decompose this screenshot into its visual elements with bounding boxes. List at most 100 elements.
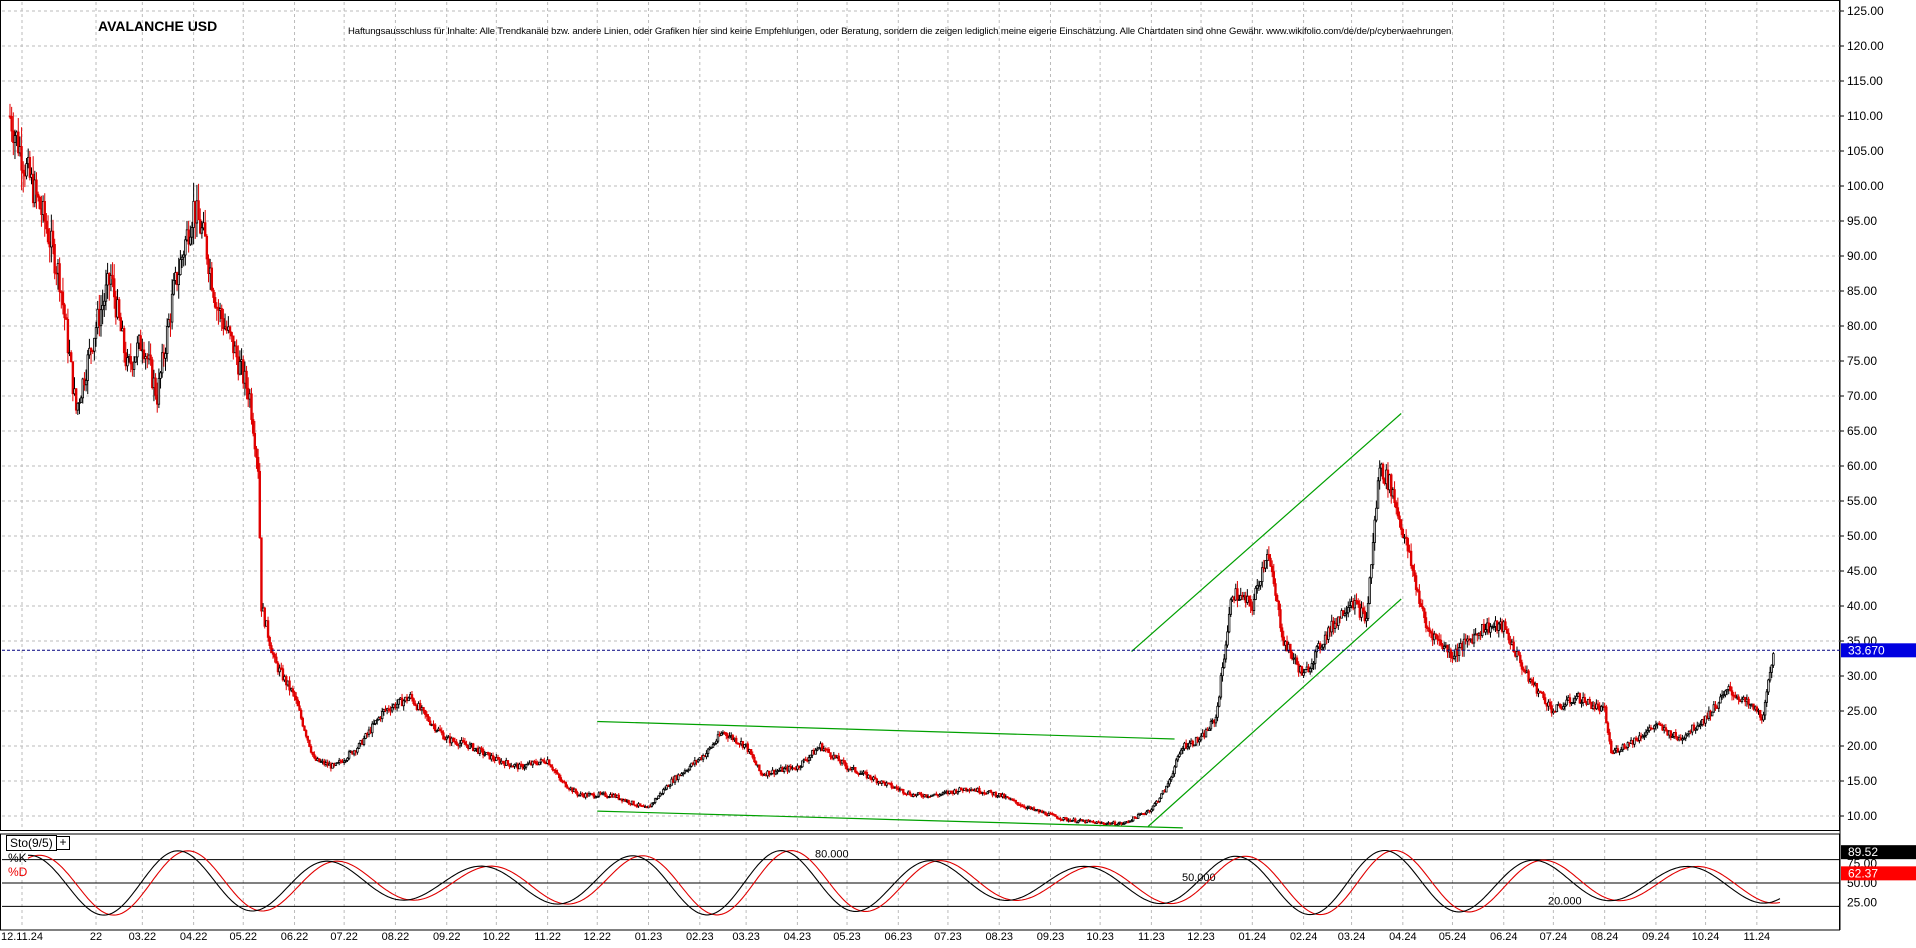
candle-body [710, 746, 713, 749]
candle-body [1247, 595, 1251, 600]
candle-body [308, 739, 311, 747]
candle-body [17, 131, 20, 154]
candle-body [1315, 646, 1319, 653]
indicator-label[interactable]: Sto(9/5) [6, 835, 57, 851]
candle-body [79, 397, 83, 403]
candle-body [829, 752, 832, 757]
candle-body [260, 537, 263, 612]
candle-body [925, 794, 928, 798]
candle-body [478, 747, 481, 754]
candle-body [1019, 804, 1022, 807]
candle-body [902, 788, 905, 794]
candle-body [1132, 816, 1135, 822]
candle-body [1261, 567, 1264, 583]
candle-body [53, 244, 56, 274]
candle-body [230, 332, 233, 337]
candle-body [627, 800, 630, 804]
candle-body [1538, 690, 1542, 693]
candle-body [301, 717, 304, 727]
candle-body [111, 274, 114, 280]
candle-body [1404, 536, 1408, 539]
candle-body [814, 749, 817, 755]
candle-body [768, 770, 771, 776]
chart-title: AVALANCHE USD [98, 18, 218, 34]
candle-body [1171, 773, 1175, 778]
candle-body [210, 267, 214, 291]
candle-body [556, 772, 559, 775]
candle-body [1762, 714, 1765, 721]
candle-body [1044, 811, 1047, 816]
candle-body [592, 793, 596, 798]
candle-body [753, 756, 756, 763]
candle-body [1257, 584, 1261, 587]
candle-body [1428, 627, 1431, 632]
candle-body [149, 354, 152, 361]
candle-body [1720, 695, 1724, 698]
candle-body [433, 724, 437, 731]
candle-body [564, 781, 568, 788]
candle-body [1654, 724, 1658, 727]
x-tick-label: 06.22 [281, 931, 309, 943]
candle-body [291, 688, 295, 693]
k-value-label: 89.52 [1848, 845, 1878, 859]
trendline [597, 720, 1175, 740]
candle-body [1772, 653, 1775, 666]
k-legend-label: %K [8, 851, 27, 865]
candle-body [256, 456, 260, 472]
candle-body [159, 372, 162, 379]
candle-body [1423, 608, 1426, 619]
d-legend-label: %D [8, 865, 28, 879]
candle-body [787, 766, 791, 772]
candle-body [964, 787, 968, 791]
candle-body [89, 347, 93, 352]
candle-body [357, 743, 361, 749]
candle-body [374, 720, 377, 725]
candle-body [1208, 728, 1211, 731]
candle-body [687, 769, 690, 772]
candle-body [94, 327, 98, 339]
candle-body [1504, 621, 1507, 631]
candle-body [1204, 729, 1208, 738]
candle-body [253, 432, 257, 450]
candle-body [1275, 594, 1279, 602]
candle-body [663, 788, 667, 791]
candle-body [1610, 740, 1613, 754]
candle-body [235, 345, 238, 358]
candle-body [311, 751, 314, 756]
candle-body [35, 179, 38, 195]
candle-body [414, 703, 417, 706]
candle-body [1646, 730, 1649, 733]
candle-body [1699, 724, 1702, 727]
candle-body [258, 470, 261, 539]
candle-body [1411, 565, 1414, 571]
add-indicator-button[interactable]: + [56, 836, 70, 850]
y-tick-label: 105.00 [1847, 144, 1884, 158]
x-tick-label: 06.23 [885, 931, 913, 943]
candle-body [548, 759, 551, 766]
candle-body [549, 764, 553, 768]
candle-body [1168, 779, 1171, 785]
candle-body [255, 448, 258, 458]
candle-body [1178, 753, 1181, 757]
candle-body [1075, 821, 1079, 824]
candle-body [1633, 737, 1636, 745]
candle-body [1550, 705, 1553, 714]
candle-body [1074, 818, 1077, 823]
candle-body [720, 732, 723, 736]
disclaimer-text: Haftungsausschluss für Inhalte: Alle Tre… [348, 26, 1452, 37]
x-tick-label: 07.22 [330, 931, 358, 943]
y-tick-label: 20.00 [1847, 739, 1877, 753]
candle-body [895, 786, 898, 789]
candle-body [126, 357, 129, 367]
candle-body [496, 757, 500, 760]
candle-body [1239, 595, 1242, 600]
candle-body [665, 785, 668, 790]
candle-body [179, 259, 182, 276]
candle-body [918, 792, 922, 795]
candle-body [728, 735, 731, 739]
candle-body [662, 789, 665, 794]
candle-body [1692, 724, 1696, 731]
candle-body [1337, 616, 1340, 626]
candle-body [1616, 748, 1620, 753]
